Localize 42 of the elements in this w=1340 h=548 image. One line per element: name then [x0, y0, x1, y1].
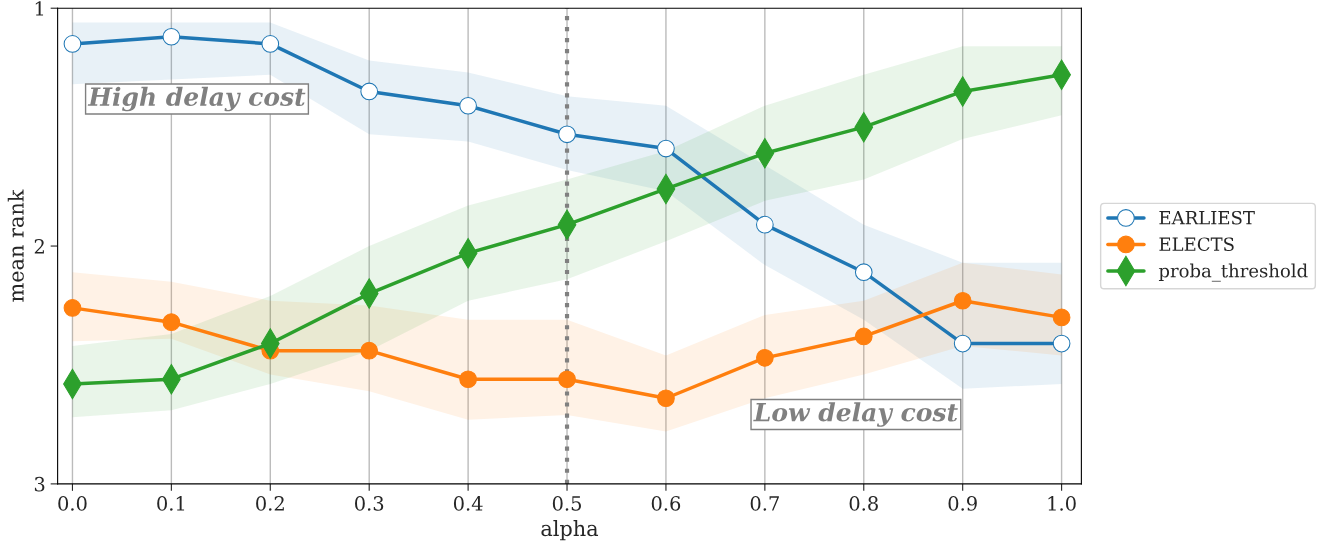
point [459, 370, 477, 389]
point [657, 139, 675, 158]
x-tick-label: 0.4 [453, 496, 483, 511]
legend-label: ELECTS [1159, 237, 1234, 252]
x-axis-title: alpha [541, 520, 599, 541]
point [261, 35, 280, 53]
x-tick-label: 0.6 [651, 496, 681, 511]
x-tick-label: 1.0 [1048, 496, 1076, 511]
x-tick-label: 0.5 [552, 496, 581, 511]
x-tick-label: 0.3 [355, 496, 384, 511]
x-tick-label: 0.1 [157, 496, 185, 511]
point [459, 96, 477, 115]
legend-label: EARLIEST [1159, 210, 1255, 225]
y-tick-label: 1 [35, 1, 44, 16]
annotation: High delay cost [87, 86, 306, 112]
point [953, 291, 972, 310]
point [558, 125, 576, 144]
point [756, 215, 774, 234]
point [558, 370, 576, 389]
point [162, 27, 181, 46]
x-tick-label: 0.8 [849, 496, 878, 511]
y-tick-label: 3 [34, 476, 45, 492]
x-tick-label: 0.2 [256, 496, 284, 511]
point [657, 389, 675, 408]
y-axis-title: mean rank [7, 189, 24, 302]
point [854, 327, 873, 346]
y-tick-label: 2 [34, 239, 44, 254]
annotation: Low delay cost [753, 402, 958, 427]
x-tick-label: 0.9 [948, 496, 977, 511]
legend-label: proba_threshold [1158, 263, 1308, 282]
point [360, 341, 379, 360]
point [360, 82, 379, 101]
point [63, 35, 82, 53]
point [1052, 334, 1071, 353]
x-tick-label: 0.0 [58, 496, 87, 511]
point [162, 313, 181, 332]
point [854, 263, 873, 282]
point [63, 299, 82, 317]
x-tick-label: 0.7 [750, 496, 779, 511]
point [1052, 308, 1071, 327]
point [756, 348, 774, 367]
point [953, 334, 972, 353]
